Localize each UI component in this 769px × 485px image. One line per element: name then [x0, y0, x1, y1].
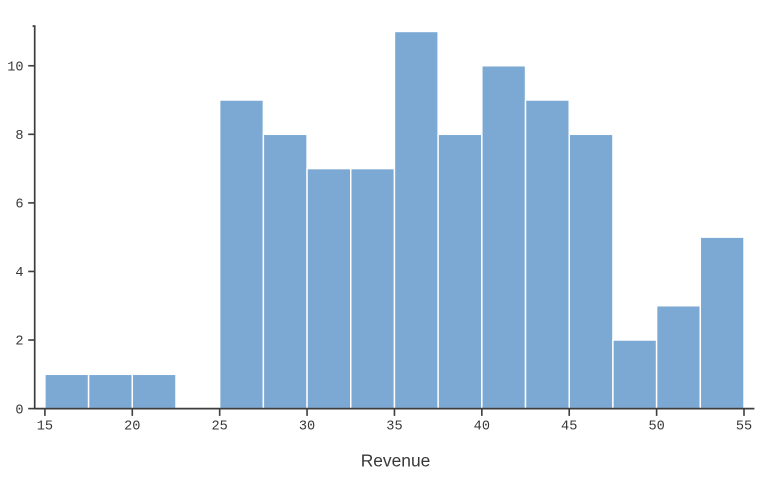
svg-text:15: 15	[37, 420, 53, 435]
svg-text:50: 50	[648, 420, 664, 435]
svg-text:25: 25	[212, 420, 228, 435]
svg-text:45: 45	[561, 420, 577, 435]
svg-text:10: 10	[7, 60, 23, 75]
svg-text:Revenue: Revenue	[361, 450, 431, 470]
svg-text:40: 40	[474, 420, 490, 435]
svg-text:0: 0	[15, 403, 23, 418]
svg-text:6: 6	[15, 198, 23, 213]
svg-text:4: 4	[15, 266, 23, 281]
svg-text:55: 55	[736, 420, 752, 435]
svg-text:30: 30	[299, 420, 315, 435]
svg-text:20: 20	[124, 420, 140, 435]
svg-text:35: 35	[386, 420, 402, 435]
svg-text:8: 8	[15, 129, 23, 144]
svg-text:2: 2	[15, 335, 23, 350]
